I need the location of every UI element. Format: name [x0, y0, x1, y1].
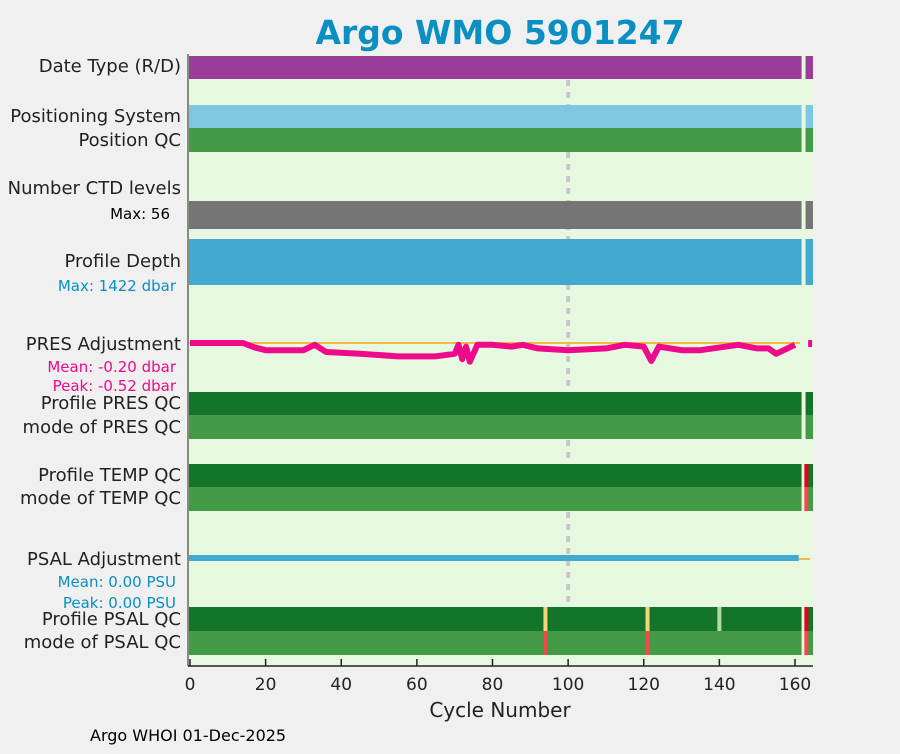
pres-adjustment-line: [190, 340, 797, 365]
plot-area: [188, 54, 813, 666]
row-bar: [189, 487, 802, 511]
row-label: mode of TEMP QC: [20, 488, 181, 509]
row-bar: [805, 239, 813, 285]
row-bar: [189, 392, 802, 415]
row-sublabel: Peak: 0.00 PSU: [63, 594, 176, 612]
qc-flag: [717, 607, 722, 631]
row-label: Positioning System: [10, 106, 181, 127]
row-sublabel: Mean: -0.20 dbar: [47, 358, 177, 376]
x-tick-label: 40: [330, 675, 352, 695]
x-tick-label: 60: [406, 675, 428, 695]
row-sublabel: Mean: 0.00 PSU: [58, 573, 176, 591]
row-bar: [189, 105, 802, 128]
footer-credit: Argo WHOI 01-Dec-2025: [90, 726, 286, 745]
x-tick-label: 0: [185, 675, 196, 695]
row-label: mode of PRES QC: [23, 417, 181, 438]
row-bar: [805, 105, 813, 128]
row-label: Number CTD levels: [8, 178, 181, 199]
x-tick-label: 100: [552, 675, 584, 695]
x-tick-label: 80: [482, 675, 504, 695]
qc-flag: [645, 631, 650, 655]
row-sublabel: Max: 1422 dbar: [58, 277, 177, 295]
row-bar: [805, 201, 813, 229]
row-bar: [189, 464, 802, 487]
row-bar: [805, 415, 813, 439]
row-label: mode of PSAL QC: [24, 632, 181, 653]
x-tick-label: 20: [255, 675, 277, 695]
qc-flag: [804, 607, 809, 631]
qc-flag: [543, 607, 548, 631]
row-label: Position QC: [78, 130, 181, 151]
chart-title: Argo WMO 5901247: [315, 13, 684, 52]
row-bar: [189, 239, 802, 285]
row-bar: [805, 56, 813, 79]
row-bar: [805, 487, 813, 511]
qc-flag: [645, 607, 650, 631]
row-bar: [805, 128, 813, 152]
row-label: Profile TEMP QC: [38, 465, 181, 486]
row-label: Profile PSAL QC: [42, 609, 181, 630]
row-bar: [805, 631, 813, 655]
row-sublabel: Max: 56: [110, 205, 170, 223]
row-bar: [189, 56, 802, 79]
row-label: PRES Adjustment: [26, 334, 181, 355]
row-bar: [805, 464, 813, 487]
x-tick-label: 160: [779, 675, 811, 695]
qc-flag: [804, 631, 809, 655]
psal-adjustment-line: [189, 555, 799, 561]
row-sublabel: Peak: -0.52 dbar: [53, 377, 177, 395]
row-bar: [189, 128, 802, 152]
x-tick-label: 120: [628, 675, 660, 695]
x-axis-label: Cycle Number: [429, 698, 571, 722]
row-label: Date Type (R/D): [39, 56, 181, 77]
row-label: Profile PRES QC: [41, 393, 181, 414]
x-tick-label: 140: [703, 675, 735, 695]
row-label: PSAL Adjustment: [27, 549, 181, 570]
pres-adjustment-point: [808, 340, 813, 347]
row-bar: [189, 415, 802, 439]
row-bar: [805, 607, 813, 631]
row-bar: [189, 201, 802, 229]
row-label: Profile Depth: [64, 251, 181, 272]
qc-flag: [804, 487, 809, 511]
row-bar: [189, 631, 802, 655]
qc-flag: [804, 464, 809, 487]
row-bar: [189, 607, 802, 631]
row-bar: [805, 392, 813, 415]
qc-flag: [543, 631, 548, 655]
